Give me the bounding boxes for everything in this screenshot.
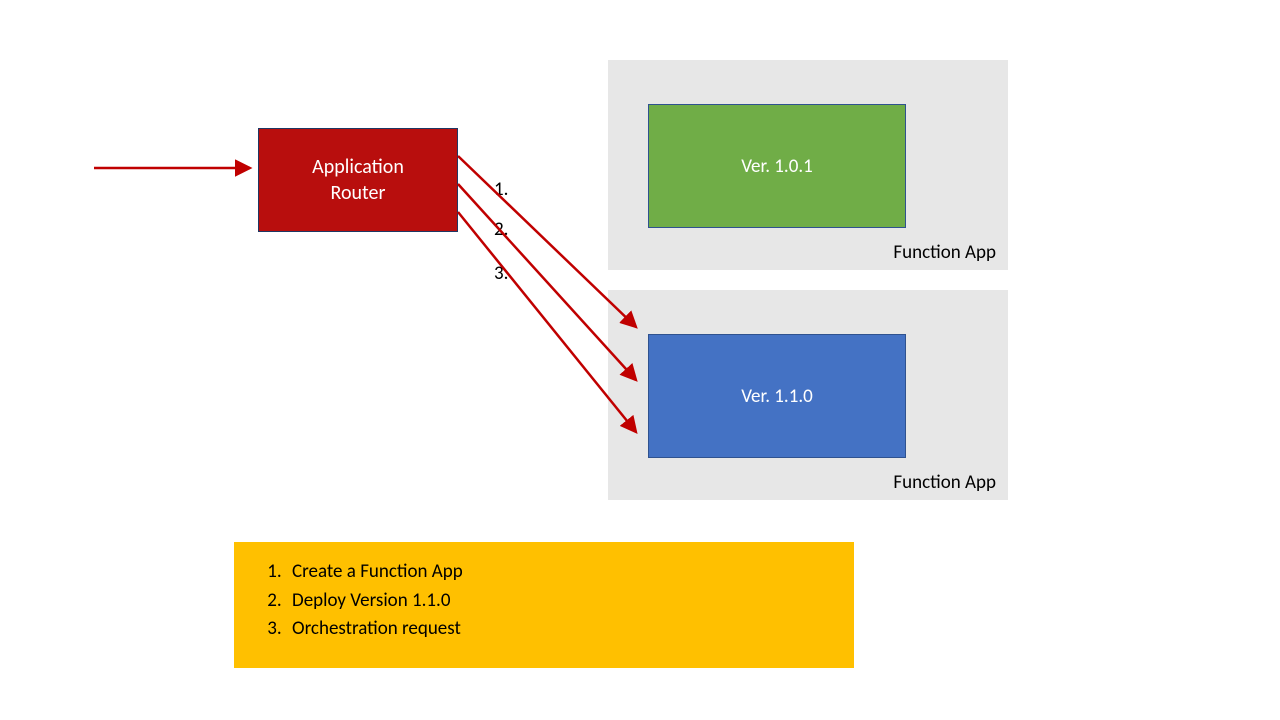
application-router-box: Application Router: [258, 128, 458, 232]
version-box-2-label: Ver. 1.1.0: [741, 385, 813, 408]
arrow-label-2: 2.: [494, 218, 508, 241]
diagram-stage: Function App Ver. 1.0.1 Function App Ver…: [0, 0, 1280, 720]
router-label-line2: Router: [331, 181, 386, 205]
legend-box: Create a Function AppDeploy Version 1.1.…: [234, 542, 854, 668]
legend-item: Orchestration request: [286, 615, 830, 644]
legend-item: Create a Function App: [286, 558, 830, 587]
arrow-label-3: 3.: [494, 262, 508, 285]
function-app-label-1: Function App: [893, 241, 996, 264]
arrow-label-1: 1.: [494, 178, 508, 201]
version-box-1: Ver. 1.0.1: [648, 104, 906, 228]
application-router-label: Application Router: [312, 154, 404, 206]
router-label-line1: Application: [312, 155, 404, 179]
legend-list: Create a Function AppDeploy Version 1.1.…: [258, 558, 830, 644]
legend-item: Deploy Version 1.1.0: [286, 587, 830, 616]
version-box-2: Ver. 1.1.0: [648, 334, 906, 458]
function-app-label-2: Function App: [893, 471, 996, 494]
version-box-1-label: Ver. 1.0.1: [741, 155, 813, 178]
